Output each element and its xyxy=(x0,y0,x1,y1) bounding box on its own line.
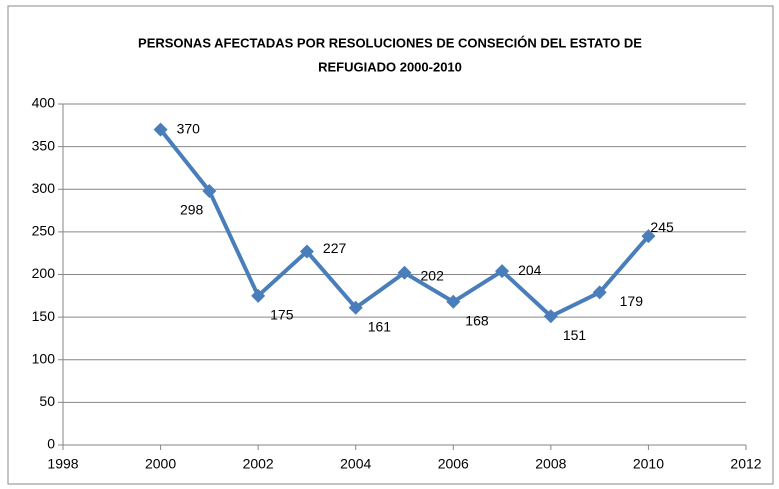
y-tick-label: 400 xyxy=(32,95,56,111)
x-tick-label: 1998 xyxy=(47,456,78,472)
x-tick-label: 2010 xyxy=(633,456,664,472)
marker xyxy=(251,288,266,303)
y-tick-label: 250 xyxy=(32,223,56,239)
x-tick-label: 2000 xyxy=(145,456,176,472)
chart-title: REFUGIADO 2000-2010 xyxy=(318,59,462,74)
x-tick-label: 2006 xyxy=(438,456,469,472)
data-label: 370 xyxy=(177,120,201,136)
x-tick-label: 2008 xyxy=(535,456,566,472)
data-label: 168 xyxy=(465,312,489,328)
marker xyxy=(299,244,314,259)
y-tick-label: 200 xyxy=(32,265,56,281)
chart-border xyxy=(7,5,774,485)
data-label: 227 xyxy=(323,240,347,256)
marker xyxy=(641,229,656,244)
y-tick-label: 0 xyxy=(47,436,55,452)
data-label: 204 xyxy=(518,262,542,278)
marker xyxy=(495,264,510,279)
marker xyxy=(592,285,607,300)
x-tick-label: 2004 xyxy=(340,456,371,472)
y-tick-label: 150 xyxy=(32,308,56,324)
marker xyxy=(202,183,217,198)
data-label: 202 xyxy=(421,267,445,283)
data-label: 161 xyxy=(368,318,392,334)
marker xyxy=(446,294,461,309)
marker xyxy=(543,309,558,324)
chart-title: PERSONAS AFECTADAS POR RESOLUCIONES DE C… xyxy=(138,35,642,50)
marker xyxy=(397,265,412,280)
y-tick-label: 50 xyxy=(39,393,55,409)
x-tick-label: 2002 xyxy=(243,456,274,472)
data-label: 245 xyxy=(650,219,674,235)
data-label: 151 xyxy=(563,327,587,343)
data-label: 179 xyxy=(620,293,644,309)
y-tick-label: 100 xyxy=(32,350,56,366)
marker xyxy=(153,122,168,137)
data-label: 175 xyxy=(270,307,294,323)
x-tick-label: 2012 xyxy=(730,456,761,472)
y-tick-label: 350 xyxy=(32,137,56,153)
y-tick-label: 300 xyxy=(32,180,56,196)
marker xyxy=(348,300,363,315)
data-label: 298 xyxy=(180,202,204,218)
